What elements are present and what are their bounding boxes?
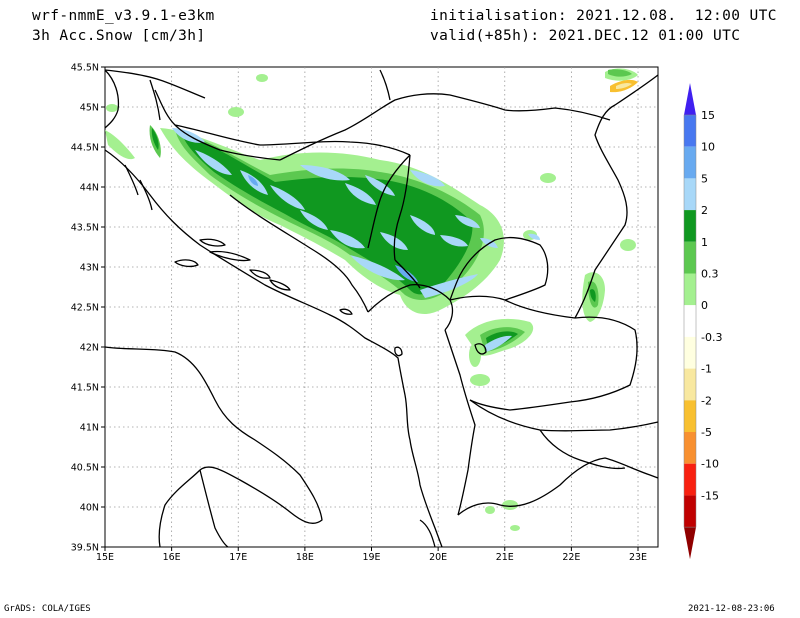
lon-tick-label: 16E — [163, 552, 181, 563]
colorbar-label: 15 — [701, 109, 715, 122]
colorbar-label: 10 — [701, 141, 715, 154]
colorbar-bin — [684, 146, 696, 179]
field-title: 3h Acc.Snow [cm/3h] — [32, 28, 206, 44]
colorbar-bin — [684, 273, 696, 306]
colorbar-bin — [684, 115, 696, 147]
lat-tick-label: 41N — [80, 423, 99, 434]
colorbar-bin — [684, 432, 696, 464]
colorbar-label: 2 — [701, 204, 708, 217]
footer-timestamp: 2021-12-08-23:06 — [688, 604, 775, 614]
lon-tick-label: 15E — [96, 552, 114, 563]
colorbar-label: 5 — [701, 172, 708, 185]
lat-tick-label: 45.5N — [71, 63, 99, 74]
colorbar-label: -5 — [701, 426, 712, 439]
footer-credit: GrADS: COLA/IGES — [4, 604, 91, 614]
lat-tick-label: 43.5N — [71, 223, 99, 234]
lon-tick-label: 23E — [629, 552, 647, 563]
colorbar-bin — [684, 178, 696, 211]
lat-tick-label: 40N — [80, 503, 99, 514]
lat-tick-label: 45N — [80, 103, 99, 114]
colorbar-label: -10 — [701, 458, 719, 471]
lon-tick-label: 17E — [229, 552, 247, 563]
coastlines-borders — [104, 69, 659, 548]
colorbar-label: -15 — [701, 489, 719, 502]
colorbar-label: 1 — [701, 236, 708, 249]
init-time: initialisation: 2021.12.08. 12:00 UTC — [430, 8, 777, 24]
lon-tick-label: 19E — [362, 552, 380, 563]
lon-tick-label: 22E — [562, 552, 580, 563]
lat-tick-label: 43N — [80, 263, 99, 274]
valid-time: valid(+85h): 2021.DEC.12 01:00 UTC — [430, 28, 741, 44]
map-axes: 15E 16E 17E 18E 19E 20E 21E 22E 23E 45.5N 45N 44.5N… — [71, 63, 647, 564]
colorbar-bin — [684, 368, 696, 401]
colorbar-bin — [684, 305, 696, 337]
colorbar-bin — [684, 241, 696, 274]
lat-tick-label: 40.5N — [71, 463, 99, 474]
colorbar-label: 0 — [701, 299, 708, 312]
colorbar-bin — [684, 210, 696, 242]
lat-tick-label: 39.5N — [71, 543, 99, 554]
colorbar-label: 0.3 — [701, 268, 719, 281]
colorbar-outline — [683, 114, 697, 528]
colorbar-arrow-top — [684, 83, 696, 115]
lon-tick-label: 18E — [296, 552, 314, 563]
lat-tick-label: 42N — [80, 343, 99, 354]
colorbar-arrow-bottom — [684, 527, 696, 560]
colorbar-label: -1 — [701, 363, 712, 376]
lon-tick-label: 20E — [429, 552, 447, 563]
lat-tick-label: 42.5N — [71, 303, 99, 314]
colorbar-bin — [684, 400, 696, 432]
colorbar-bin — [684, 495, 696, 528]
colorbar-label: -2 — [701, 394, 712, 407]
lat-tick-label: 44N — [80, 183, 99, 194]
lat-tick-label: 44.5N — [71, 143, 99, 154]
model-title: wrf-nmmE_v3.9.1-e3km — [32, 8, 215, 24]
colorbar: 15 10 5 2 1 0.3 0 -0.3 -1 -2 -5 -10 -15 — [683, 83, 722, 560]
snow-field — [105, 68, 638, 531]
colorbar-label: -0.3 — [701, 331, 722, 344]
lon-tick-label: 21E — [496, 552, 514, 563]
lat-tick-label: 41.5N — [71, 383, 99, 394]
colorbar-bin — [684, 463, 696, 496]
colorbar-bin — [684, 336, 696, 369]
